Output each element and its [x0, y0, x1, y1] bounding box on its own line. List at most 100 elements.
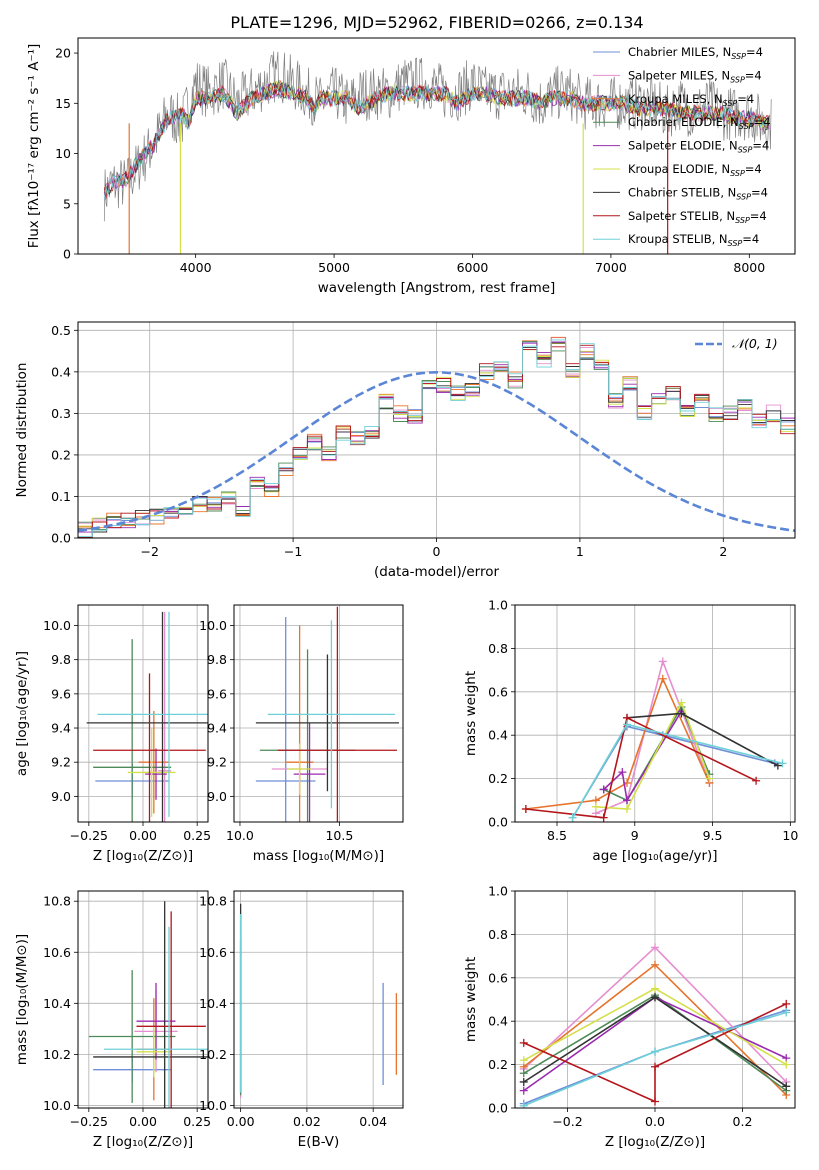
- y-tick-label: 10.0: [43, 618, 71, 633]
- y-tick-label: 10.6: [43, 945, 71, 960]
- weight-point-marker: [651, 1097, 659, 1106]
- weight-point-marker: [782, 1008, 791, 1017]
- x-tick-label: −1: [284, 544, 302, 559]
- weight-point-marker: [623, 804, 631, 813]
- residual-histogram-4: [78, 341, 795, 533]
- x-axis-label: wavelength [Angstrom, rest frame]: [318, 280, 556, 296]
- z-weight-panel: −0.2 0.0 0.2 0.0 0.2 0.4 0.6 0.8 1.0 Z [log₁₀(Z/Z…: [463, 884, 796, 1150]
- normal-legend-label: 𝒩(0, 1): [732, 336, 778, 351]
- axes-frame: [233, 890, 404, 1109]
- legend-label: Kroupa STELIB, NSSP=4: [628, 232, 759, 248]
- z-mass-plot-area: [88, 901, 208, 1108]
- legend-label: Salpeter ELODIE, NSSP=4: [628, 139, 769, 155]
- y-axis-label: Normed distribution: [14, 363, 30, 498]
- weight-series-line-5: [595, 700, 711, 810]
- y-tick-label: 10.8: [199, 894, 227, 909]
- y-tick-label: 9.8: [207, 652, 227, 667]
- weight-point-marker: [651, 1047, 659, 1056]
- y-tick-label: 9.8: [51, 652, 71, 667]
- legend-label: Kroupa ELODIE, NSSP=4: [628, 162, 762, 178]
- x-tick-label: 0.04: [359, 1114, 387, 1129]
- x-tick-label: 0.25: [183, 1114, 211, 1129]
- y-tick-label: 0.8: [488, 641, 508, 656]
- weight-point-marker: [782, 1082, 791, 1091]
- x-tick-label: 10.5: [325, 828, 353, 843]
- weight-point-marker: [521, 804, 530, 813]
- x-tick-label: 0.2: [733, 1114, 753, 1129]
- ebv-mass-plot-area: [239, 903, 398, 1098]
- y-tick-label: 0.2: [488, 1057, 508, 1072]
- x-tick-label: 1: [576, 544, 584, 559]
- y-tick-label: 0: [63, 247, 71, 262]
- residuals-plot-area: [78, 336, 795, 538]
- y-tick-label: 1.0: [488, 598, 508, 613]
- weight-point-marker: [623, 796, 631, 805]
- y-tick-label: 15: [55, 96, 71, 111]
- x-tick-label: 0.00: [129, 1114, 157, 1129]
- y-axis-label: Flux [fλ10⁻¹⁷ erg cm⁻² s⁻¹ A⁻¹]: [26, 44, 42, 249]
- z-age-panel: −0.25 0.00 0.25 9.0 9.2 9.4 9.6 9.8 10.0 Z [log₁₀…: [14, 604, 211, 864]
- y-tick-label: 0.0: [488, 1101, 508, 1116]
- weight-point-marker: [782, 1060, 791, 1069]
- x-tick-label: 4000: [180, 260, 212, 275]
- age-weight-panel: 8.5 9 9.5 10 0.0 0.2 0.4 0.6 0.8 1.0 age [log₁₀(ag…: [463, 598, 798, 865]
- mass-age-plot-area: [255, 606, 400, 822]
- y-tick-label: 0.0: [51, 531, 71, 546]
- weight-point-marker: [658, 657, 667, 666]
- weight-point-marker: [651, 960, 659, 969]
- weight-point-marker: [705, 774, 714, 783]
- weight-point-marker: [778, 759, 787, 768]
- legend-label: Kroupa MILES, NSSP=4: [628, 92, 754, 108]
- model-spectrum-line-7: [103, 82, 769, 199]
- x-tick-label: 9: [631, 828, 639, 843]
- x-tick-label: 8.5: [547, 828, 567, 843]
- y-axis-label: age [log₁₀(age/yr)]: [14, 651, 30, 776]
- legend-label: Chabrier ELODIE, NSSP=4: [628, 115, 770, 131]
- y-tick-label: 0.0: [488, 815, 508, 830]
- x-tick-label: 0.0: [645, 1114, 665, 1129]
- residual-histogram-2: [78, 336, 795, 529]
- residual-histogram-1: [78, 337, 795, 524]
- y-tick-label: 10: [55, 146, 71, 161]
- y-tick-label: 9.4: [207, 721, 227, 736]
- y-tick-label: 10.2: [199, 1047, 227, 1062]
- y-tick-label: 0.4: [488, 728, 508, 743]
- y-axis-label: mass weight: [463, 671, 479, 756]
- y-tick-label: 9.4: [51, 721, 71, 736]
- x-axis-label: Z [log₁₀(Z/Z⊙)]: [93, 848, 193, 864]
- y-tick-label: 9.0: [51, 789, 71, 804]
- weight-point-marker: [651, 943, 659, 952]
- x-tick-label: −0.25: [70, 828, 108, 843]
- residuals-panel: −2 −1 0 1 2 0.0 0.1 0.2 0.3 0.4 0.5 (data-model)/er…: [14, 321, 796, 580]
- weight-point-marker: [519, 1069, 528, 1078]
- weight-point-marker: [651, 984, 659, 993]
- z-mass-panel: −0.25 0.00 0.25 10.0 10.2 10.4 10.6 10.8 Z [log₁…: [14, 890, 211, 1150]
- x-tick-label: 6000: [457, 260, 489, 275]
- y-tick-label: 0.4: [488, 1014, 508, 1029]
- z-weight-plot-area: [519, 943, 791, 1108]
- legend-label: Salpeter STELIB, NSSP=4: [628, 209, 767, 225]
- y-tick-label: 0.1: [51, 489, 71, 504]
- spectrum-plot-area: [103, 51, 772, 254]
- weight-point-marker: [618, 768, 627, 777]
- y-tick-label: 10.4: [199, 996, 227, 1011]
- x-tick-label: −0.25: [70, 1114, 108, 1129]
- weight-point-marker: [599, 813, 608, 822]
- figure-title: PLATE=1296, MJD=52962, FIBERID=0266, z=0…: [230, 13, 643, 32]
- y-tick-label: 9.6: [207, 686, 227, 701]
- legend-label: Salpeter MILES, NSSP=4: [628, 68, 762, 84]
- z-age-plot-area: [86, 611, 208, 822]
- x-tick-label: 0.00: [129, 828, 157, 843]
- y-axis-label: mass weight: [463, 957, 479, 1042]
- weight-point-marker: [677, 698, 686, 707]
- y-tick-label: 10.4: [43, 996, 71, 1011]
- x-tick-label: 10.0: [226, 828, 254, 843]
- x-axis-label: mass [log₁₀(M/M⊙)]: [253, 848, 384, 864]
- x-axis-label: (data-model)/error: [374, 564, 500, 580]
- axes-frame: [77, 604, 209, 823]
- y-tick-label: 0.6: [488, 970, 508, 985]
- weight-point-marker: [623, 720, 631, 729]
- axes-frame: [514, 604, 796, 823]
